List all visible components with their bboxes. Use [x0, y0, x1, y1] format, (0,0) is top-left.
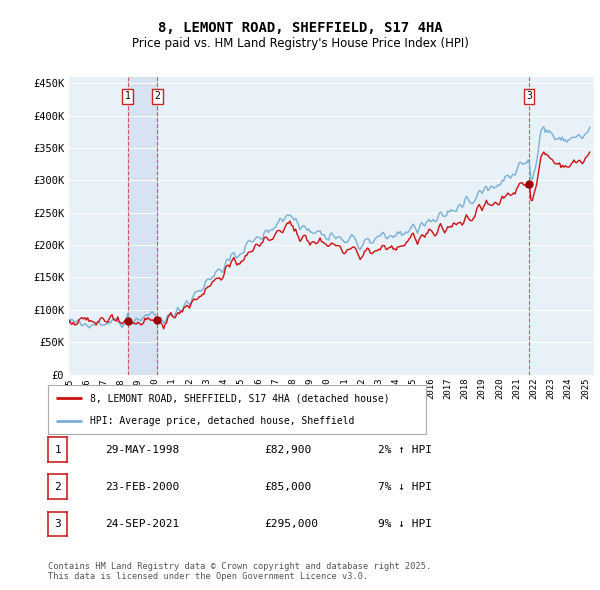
Text: £295,000: £295,000 [264, 519, 318, 529]
Text: Price paid vs. HM Land Registry's House Price Index (HPI): Price paid vs. HM Land Registry's House … [131, 37, 469, 50]
Text: 29-MAY-1998: 29-MAY-1998 [105, 445, 179, 454]
Text: 8, LEMONT ROAD, SHEFFIELD, S17 4HA (detached house): 8, LEMONT ROAD, SHEFFIELD, S17 4HA (deta… [89, 394, 389, 404]
Text: £82,900: £82,900 [264, 445, 311, 454]
Text: HPI: Average price, detached house, Sheffield: HPI: Average price, detached house, Shef… [89, 415, 354, 425]
Text: 1: 1 [125, 91, 131, 101]
Text: 9% ↓ HPI: 9% ↓ HPI [378, 519, 432, 529]
Text: This data is licensed under the Open Government Licence v3.0.: This data is licensed under the Open Gov… [48, 572, 368, 581]
Text: 3: 3 [54, 519, 61, 529]
Text: 23-FEB-2000: 23-FEB-2000 [105, 482, 179, 491]
Text: 8, LEMONT ROAD, SHEFFIELD, S17 4HA: 8, LEMONT ROAD, SHEFFIELD, S17 4HA [158, 21, 442, 35]
Text: 2% ↑ HPI: 2% ↑ HPI [378, 445, 432, 454]
Text: 1: 1 [54, 445, 61, 454]
Text: 24-SEP-2021: 24-SEP-2021 [105, 519, 179, 529]
Bar [128, 77, 157, 375]
Text: 7% ↓ HPI: 7% ↓ HPI [378, 482, 432, 491]
Text: £85,000: £85,000 [264, 482, 311, 491]
Text: 3: 3 [526, 91, 532, 101]
Text: 2: 2 [155, 91, 160, 101]
Text: 2: 2 [54, 482, 61, 491]
Text: Contains HM Land Registry data © Crown copyright and database right 2025.: Contains HM Land Registry data © Crown c… [48, 562, 431, 571]
